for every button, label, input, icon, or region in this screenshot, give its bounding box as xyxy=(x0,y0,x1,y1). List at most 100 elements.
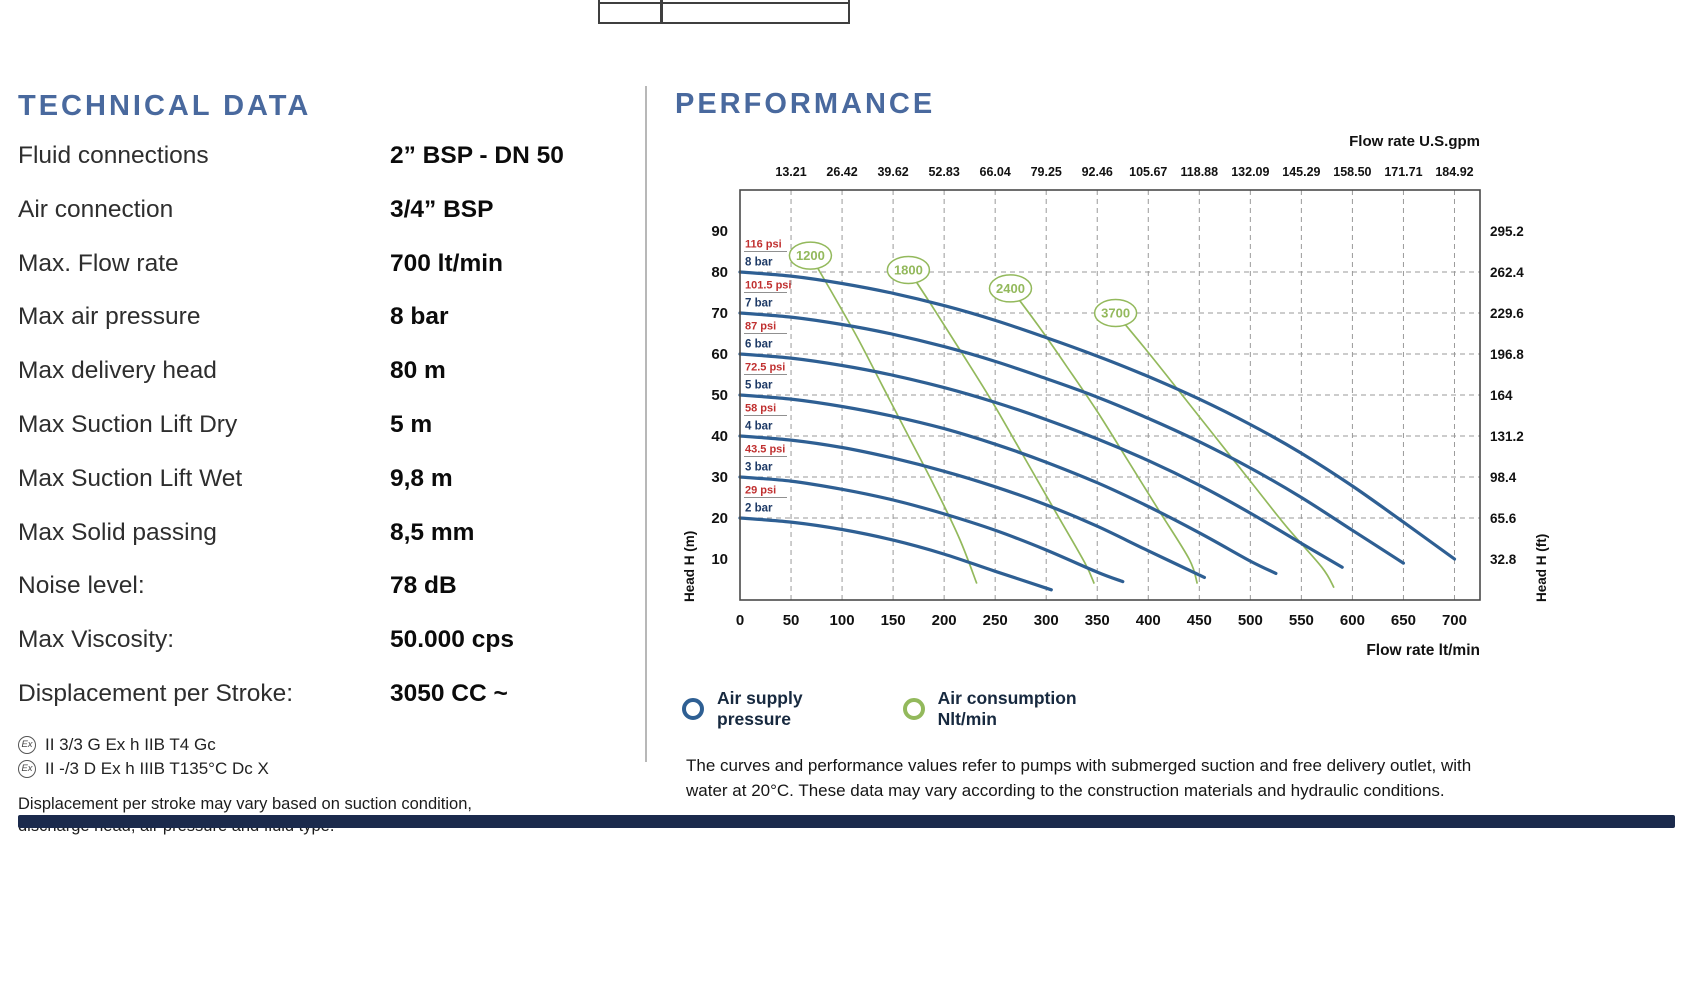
top-axis-tick: 158.50 xyxy=(1333,165,1371,179)
spec-value: 8,5 mm xyxy=(390,518,475,546)
top-axis-tick: 26.42 xyxy=(826,165,857,179)
air-consumption-value: 3700 xyxy=(1101,306,1130,321)
technical-data-title: TECHNICAL DATA xyxy=(18,90,312,122)
air-consumption-curve xyxy=(809,255,978,584)
legend-air-supply: Air supply pressure xyxy=(682,688,803,730)
spec-row: Max Suction Lift Wet 9,8 m xyxy=(18,462,643,516)
legend-line: Air supply xyxy=(717,688,803,708)
top-axis-tick: 39.62 xyxy=(877,165,908,179)
right-axis-tick: 65.6 xyxy=(1490,511,1517,526)
legend-line: Nlt/min xyxy=(937,709,997,729)
air-consumption-badge xyxy=(988,274,1033,303)
spec-row: Noise level: 78 dB xyxy=(18,569,643,623)
chart-legend: Air supply pressure Air consumption Nlt/… xyxy=(682,688,1077,730)
air-supply-curve xyxy=(738,434,1206,579)
technical-data-rows: Fluid connections 2” BSP - DN 50 Air conne… xyxy=(18,139,643,731)
bottom-axis-tick: 200 xyxy=(932,612,957,629)
top-axis-title: Flow rate U.S.gpm xyxy=(1349,133,1480,150)
atex-markings: Ex II 3/3 G Ex h IIB T4 Gc Ex II -/3 D E… xyxy=(18,733,643,781)
spec-label: Max air pressure xyxy=(18,303,201,331)
bottom-axis-tick: 600 xyxy=(1340,612,1365,629)
air-consumption-curve xyxy=(907,269,1095,584)
spec-label: Displacement per Stroke: xyxy=(18,679,294,707)
spec-row: Max Solid passing 8,5 mm xyxy=(18,516,643,570)
right-axis-tick: 229.6 xyxy=(1490,306,1524,321)
left-axis-tick: 70 xyxy=(711,305,728,322)
air-consumption-badge xyxy=(1093,298,1138,328)
bottom-axis-tick: 300 xyxy=(1034,612,1059,629)
air-consumption-badge xyxy=(788,241,833,270)
bottom-axis-tick: 550 xyxy=(1289,612,1314,629)
left-axis-tick: 40 xyxy=(711,428,728,445)
technical-data-section: TECHNICAL DATA Fluid connections 2” BSP -… xyxy=(18,90,643,837)
spec-value: 3050 CC ~ xyxy=(390,679,508,707)
right-axis-tick: 295.2 xyxy=(1490,224,1524,239)
right-axis-tick: 131.2 xyxy=(1490,429,1524,444)
bottom-axis-tick: 500 xyxy=(1238,612,1263,629)
air-consumption-badges: 1200 1800 2400 3700 xyxy=(788,241,1138,328)
atex-text: II 3/3 G Ex h IIB T4 Gc xyxy=(45,734,216,754)
air-supply-curve xyxy=(738,475,1125,584)
air-supply-curves xyxy=(738,270,1457,592)
pressure-psi-label: 101.5 psi xyxy=(745,280,791,292)
bottom-axis-tick: 350 xyxy=(1085,612,1110,629)
air-consumption-value: 1200 xyxy=(796,248,825,263)
top-axis-tick: 79.25 xyxy=(1031,165,1062,179)
bottom-axis-tick: 50 xyxy=(783,612,800,629)
spec-label: Max Viscosity: xyxy=(18,626,175,654)
chart-grid xyxy=(740,190,1480,600)
top-axis-tick: 184.92 xyxy=(1435,165,1473,179)
legend-line: pressure xyxy=(717,709,791,729)
legend-air-supply-label: Air supply pressure xyxy=(717,688,803,730)
spec-label: Max Solid passing xyxy=(18,518,217,546)
top-axis-tick: 13.21 xyxy=(775,165,806,179)
spec-row: Max air pressure 8 bar xyxy=(18,300,643,354)
performance-chart: 116 psi 8 bar 101.5 psi 7 bar 87 psi 6 bar 72.… xyxy=(682,133,1549,659)
legend-air-consumption-label: Air consumption Nlt/min xyxy=(938,688,1077,730)
bottom-axis-tick: 250 xyxy=(983,612,1008,629)
pressure-bar-label: 3 bar xyxy=(745,462,773,474)
atex-text: II -/3 D Ex h IIIB T135°C Dc X xyxy=(45,758,269,778)
spec-value: 8 bar xyxy=(390,303,449,331)
spec-row: Air connection 3/4” BSP xyxy=(18,193,643,247)
atex-marking-gas: Ex II 3/3 G Ex h IIB T4 Gc xyxy=(18,733,643,757)
section-divider xyxy=(645,86,647,762)
bottom-axis-tick: 100 xyxy=(830,612,855,629)
air-consumption-marker-icon xyxy=(902,698,925,720)
top-axis-tick: 171.71 xyxy=(1384,165,1422,179)
footer-bar xyxy=(18,815,1675,828)
bottom-axis-tick: 150 xyxy=(881,612,906,629)
performance-title: PERFORMANCE xyxy=(675,88,936,120)
air-supply-curve xyxy=(738,393,1278,575)
pressure-bar-label: 6 bar xyxy=(745,339,773,351)
pressure-psi-label: 87 psi xyxy=(745,321,776,333)
pressure-bar-label: 7 bar xyxy=(745,298,773,310)
spec-value: 700 lt/min xyxy=(390,249,504,277)
pressure-psi-label: 29 psi xyxy=(745,485,776,497)
spec-value: 78 dB xyxy=(390,572,457,600)
bottom-axis-tick: 0 xyxy=(736,612,744,629)
bottom-axis-tick: 400 xyxy=(1136,612,1161,629)
spec-label: Max. Flow rate xyxy=(18,249,179,277)
right-axis-tick: 262.4 xyxy=(1490,265,1524,280)
air-consumption-value: 1800 xyxy=(894,262,923,277)
air-supply-curve xyxy=(738,270,1457,561)
air-supply-curve xyxy=(738,311,1405,565)
left-axis-tick: 80 xyxy=(711,264,728,281)
pressure-bar-label: 2 bar xyxy=(745,503,773,515)
pressure-bar-label: 8 bar xyxy=(745,257,773,269)
atex-marking-dust: Ex II -/3 D Ex h IIIB T135°C Dc X xyxy=(18,757,643,781)
top-axis-tick: 105.67 xyxy=(1129,165,1167,179)
spec-row: Max. Flow rate 700 lt/min xyxy=(18,247,643,301)
air-supply-curve xyxy=(738,516,1053,592)
pressure-psi-label: 72.5 psi xyxy=(745,362,785,374)
bottom-axis-tick: 650 xyxy=(1391,612,1416,629)
bottom-axis-tick: 450 xyxy=(1187,612,1212,629)
left-axis-tick: 20 xyxy=(711,510,728,527)
spec-value: 9,8 m xyxy=(390,464,453,492)
top-axis-tick: 145.29 xyxy=(1282,165,1320,179)
pressure-psi-label: 116 psi xyxy=(745,239,782,251)
right-axis-title: Head H (ft) xyxy=(1534,534,1549,602)
spec-row: Max delivery head 80 m xyxy=(18,354,643,408)
top-axis-tick: 132.09 xyxy=(1231,165,1269,179)
